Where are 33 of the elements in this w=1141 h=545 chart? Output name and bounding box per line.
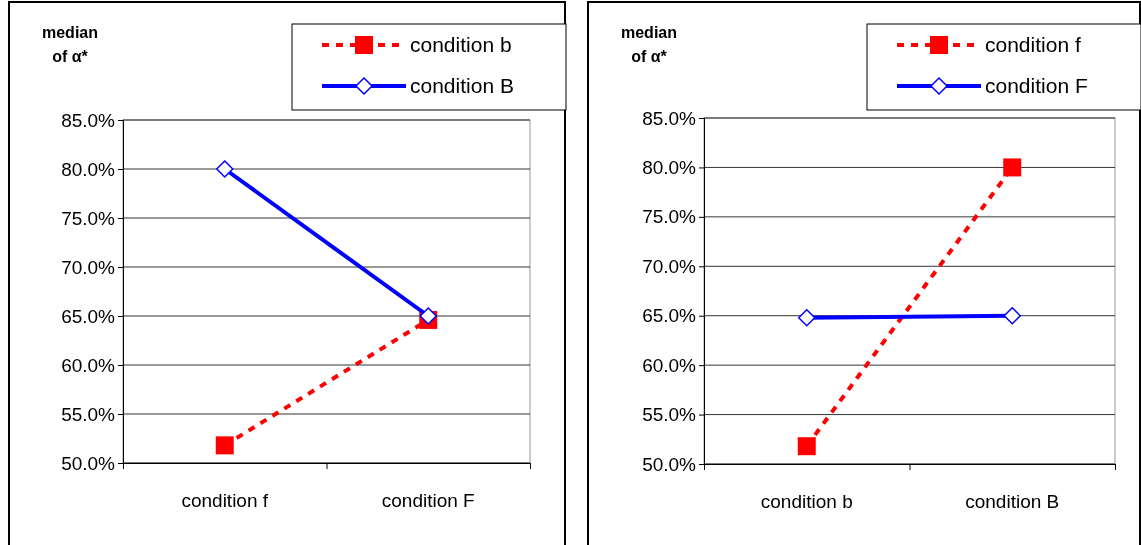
point xyxy=(798,308,816,327)
y-tick-label: 50.0% xyxy=(642,453,697,475)
y-tick-label: 50.0% xyxy=(61,452,116,474)
x-tick-label: condition B xyxy=(965,491,1060,512)
y-axis-title: median of α* xyxy=(41,24,99,65)
legend-label: condition B xyxy=(410,74,514,97)
y-tick-label: 65.0% xyxy=(61,305,116,327)
y-tick-label: 55.0% xyxy=(642,404,697,426)
point xyxy=(215,436,234,455)
point xyxy=(1003,158,1022,177)
y-tick-label: 75.0% xyxy=(61,207,116,229)
y-tick-label: 85.0% xyxy=(642,107,697,129)
y-tick-label: 65.0% xyxy=(642,305,697,327)
y-tick-label: 55.0% xyxy=(61,403,116,425)
x-tick-label: condition b xyxy=(760,491,853,512)
y-axis-title: median of α* xyxy=(620,24,678,65)
y-tick-label: 60.0% xyxy=(61,354,116,376)
legend-label: condition F xyxy=(985,74,1088,97)
y-tick-label: 75.0% xyxy=(642,206,697,228)
y-tick-label: 80.0% xyxy=(642,157,697,179)
point xyxy=(419,307,437,325)
y-tick-label: 80.0% xyxy=(61,158,116,180)
legend-label: condition b xyxy=(410,33,512,56)
x-tick-label: condition f xyxy=(181,490,269,511)
y-tick-label: 70.0% xyxy=(642,255,697,277)
y-tick-label: 70.0% xyxy=(61,256,116,278)
legend-label: condition f xyxy=(985,33,1081,56)
x-tick-label: condition F xyxy=(381,490,475,511)
y-tick-label: 85.0% xyxy=(61,109,116,131)
point xyxy=(1003,306,1021,325)
point xyxy=(216,160,234,178)
y-tick-label: 60.0% xyxy=(642,354,697,376)
point xyxy=(797,437,816,456)
